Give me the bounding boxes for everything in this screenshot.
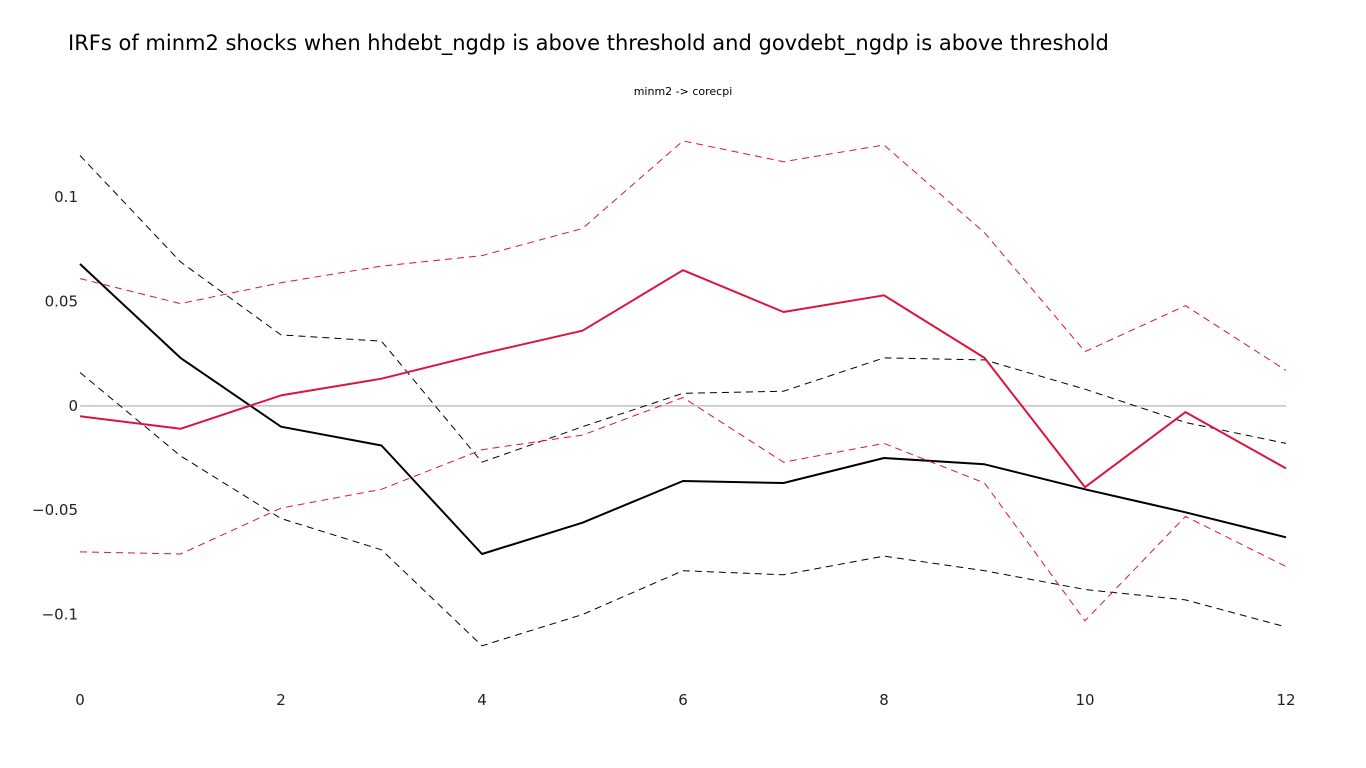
- series-layer: [79, 140, 1287, 647]
- series-line-red-dashed-5: [79, 397, 1287, 622]
- y-tick-label: −0.1: [42, 605, 78, 623]
- y-tick-label: −0.05: [32, 501, 78, 519]
- chart-subtitle: minm2 -> corecpi: [634, 85, 733, 98]
- y-axis: 0.1 0.05 0 −0.05 −0.1: [32, 188, 78, 623]
- x-tick-label: 2: [276, 691, 286, 709]
- x-tick-label: 6: [678, 691, 688, 709]
- series-line-red-solid-3: [79, 269, 1287, 489]
- y-tick-label: 0.1: [54, 188, 78, 206]
- x-tick-label: 12: [1276, 691, 1295, 709]
- series-line-red-dashed-4: [79, 140, 1287, 371]
- chart-title: IRFs of minm2 shocks when hhdebt_ngdp is…: [68, 31, 1109, 56]
- y-tick-label: 0.05: [45, 293, 78, 311]
- x-tick-label: 10: [1075, 691, 1094, 709]
- series-line-black-solid-0: [79, 263, 1287, 555]
- x-tick-label: 4: [477, 691, 487, 709]
- x-tick-label: 0: [75, 691, 85, 709]
- series-line-black-dashed-2: [79, 372, 1287, 647]
- y-tick-label: 0: [68, 397, 78, 415]
- x-tick-label: 8: [879, 691, 889, 709]
- series-line-black-dashed-1: [79, 155, 1287, 463]
- x-axis: 0 2 4 6 8 10 12: [75, 691, 1295, 709]
